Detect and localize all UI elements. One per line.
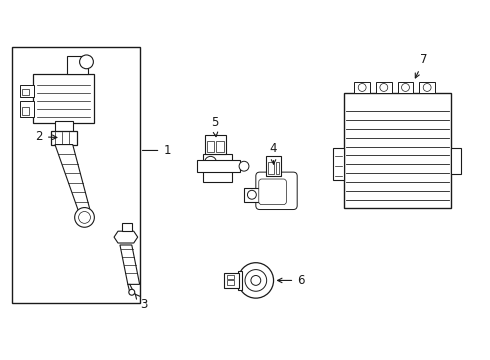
Bar: [397, 82, 414, 93]
Text: 2: 2: [35, 130, 57, 143]
Text: 4: 4: [270, 142, 277, 164]
Bar: [33, 74, 95, 123]
Bar: [22, 89, 29, 95]
Polygon shape: [224, 273, 239, 288]
Bar: [419, 82, 435, 93]
Circle shape: [247, 190, 256, 199]
Circle shape: [238, 263, 273, 298]
FancyBboxPatch shape: [256, 172, 297, 210]
Text: 3: 3: [135, 294, 147, 311]
Bar: [275, 162, 279, 174]
Bar: [20, 85, 34, 97]
Bar: [227, 275, 234, 279]
Circle shape: [205, 156, 217, 168]
Circle shape: [251, 275, 261, 285]
Polygon shape: [55, 145, 91, 212]
Bar: [205, 135, 226, 154]
Circle shape: [358, 84, 366, 91]
Circle shape: [78, 212, 91, 223]
Polygon shape: [114, 231, 138, 243]
Bar: [22, 107, 29, 115]
Bar: [227, 280, 234, 285]
Circle shape: [129, 289, 135, 295]
Bar: [67, 56, 89, 74]
Bar: [51, 131, 76, 145]
Bar: [344, 93, 451, 208]
Bar: [207, 141, 215, 152]
Bar: [203, 154, 232, 182]
Bar: [376, 82, 392, 93]
Polygon shape: [120, 245, 140, 284]
Circle shape: [380, 84, 388, 91]
Circle shape: [79, 55, 94, 69]
FancyBboxPatch shape: [259, 179, 286, 204]
Polygon shape: [333, 148, 344, 180]
Polygon shape: [244, 188, 260, 202]
Bar: [217, 141, 224, 152]
Text: 6: 6: [277, 274, 305, 287]
Bar: [354, 82, 370, 93]
Circle shape: [401, 84, 410, 91]
Circle shape: [245, 270, 267, 291]
Circle shape: [74, 208, 95, 227]
Circle shape: [423, 84, 431, 91]
Text: 5: 5: [211, 116, 218, 137]
Bar: [197, 160, 240, 172]
Bar: [122, 223, 132, 231]
Bar: [266, 156, 281, 176]
Bar: [12, 47, 140, 303]
Text: 1: 1: [143, 144, 171, 157]
Bar: [268, 162, 273, 174]
Bar: [20, 101, 34, 117]
Circle shape: [239, 161, 249, 171]
Polygon shape: [238, 271, 242, 290]
Bar: [55, 121, 73, 133]
Polygon shape: [451, 148, 461, 174]
Text: 7: 7: [416, 53, 428, 78]
